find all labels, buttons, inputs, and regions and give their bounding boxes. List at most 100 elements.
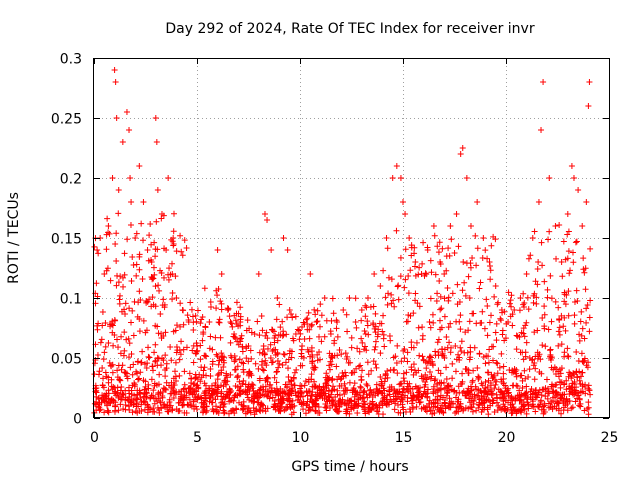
data-point xyxy=(577,318,584,325)
data-point xyxy=(361,343,368,350)
data-point xyxy=(383,235,390,241)
data-point xyxy=(93,280,100,287)
data-point xyxy=(406,380,413,387)
data-point xyxy=(426,354,433,361)
data-point xyxy=(329,402,336,409)
data-point xyxy=(582,384,589,391)
data-point xyxy=(327,328,334,335)
data-point xyxy=(311,378,318,385)
data-point xyxy=(177,300,184,307)
data-point xyxy=(356,348,363,355)
data-point xyxy=(277,408,284,415)
data-point xyxy=(524,294,531,301)
data-point xyxy=(138,398,145,405)
data-point xyxy=(277,324,284,331)
data-point xyxy=(105,340,112,347)
data-point xyxy=(539,314,546,321)
data-point xyxy=(317,301,324,308)
data-point xyxy=(494,360,501,367)
data-point xyxy=(96,368,103,375)
data-point xyxy=(166,265,173,272)
data-point xyxy=(498,389,505,396)
data-point xyxy=(545,388,552,395)
data-point xyxy=(100,375,107,382)
data-point xyxy=(571,378,578,385)
data-point xyxy=(128,277,135,284)
data-point xyxy=(422,270,429,277)
data-point xyxy=(95,320,102,327)
data-point xyxy=(476,396,483,403)
data-point xyxy=(291,369,298,376)
data-point xyxy=(514,333,521,340)
data-point xyxy=(488,312,495,319)
data-point xyxy=(286,307,293,313)
data-point xyxy=(312,407,319,414)
data-point xyxy=(553,389,560,396)
data-point xyxy=(576,402,583,409)
data-point xyxy=(120,283,127,290)
data-point xyxy=(271,401,278,408)
data-point xyxy=(149,408,156,415)
data-point xyxy=(494,370,501,377)
data-point xyxy=(443,376,450,383)
data-point xyxy=(473,262,480,269)
x-tick-label: 10 xyxy=(292,430,310,446)
data-point xyxy=(142,399,149,406)
data-point xyxy=(462,292,469,299)
data-point xyxy=(256,332,263,339)
data-point xyxy=(195,385,202,392)
data-point xyxy=(542,343,549,350)
data-point xyxy=(200,329,207,336)
data-point xyxy=(176,399,183,406)
data-point xyxy=(541,402,548,409)
data-point xyxy=(429,311,436,318)
data-point xyxy=(173,349,180,356)
data-point xyxy=(118,308,125,315)
data-point xyxy=(162,373,169,380)
data-point xyxy=(390,297,397,304)
data-point xyxy=(314,307,321,314)
data-point xyxy=(201,285,208,292)
data-point xyxy=(375,326,382,333)
data-point xyxy=(505,289,512,296)
data-point xyxy=(368,367,375,374)
data-point xyxy=(162,352,169,359)
data-point xyxy=(152,283,159,290)
data-point xyxy=(564,401,571,408)
data-point xyxy=(444,390,451,397)
data-point xyxy=(468,404,475,411)
data-point xyxy=(558,259,565,265)
data-point xyxy=(465,370,472,377)
data-point xyxy=(120,352,127,359)
data-point xyxy=(140,199,147,205)
data-point xyxy=(538,239,545,246)
data-point xyxy=(513,346,520,353)
data-point xyxy=(205,385,212,392)
data-point xyxy=(288,377,295,384)
data-point xyxy=(394,283,401,290)
data-point xyxy=(314,389,321,396)
data-point xyxy=(281,407,288,414)
data-point xyxy=(485,359,492,366)
data-point xyxy=(333,325,340,332)
data-point xyxy=(336,383,343,390)
data-point xyxy=(290,337,297,344)
data-point xyxy=(165,276,172,283)
data-point xyxy=(156,371,163,378)
data-point xyxy=(530,404,537,411)
data-point xyxy=(235,372,241,379)
data-point xyxy=(126,354,133,361)
data-point xyxy=(325,394,332,401)
data-point xyxy=(317,392,324,399)
data-point xyxy=(186,385,193,392)
data-point xyxy=(432,403,439,410)
data-point xyxy=(528,357,535,364)
data-point xyxy=(114,390,121,397)
data-point xyxy=(169,296,176,303)
data-point xyxy=(435,367,442,374)
data-point xyxy=(147,221,154,228)
data-point xyxy=(244,317,251,324)
data-point xyxy=(485,369,492,376)
data-point xyxy=(395,393,402,400)
data-point xyxy=(484,332,491,339)
